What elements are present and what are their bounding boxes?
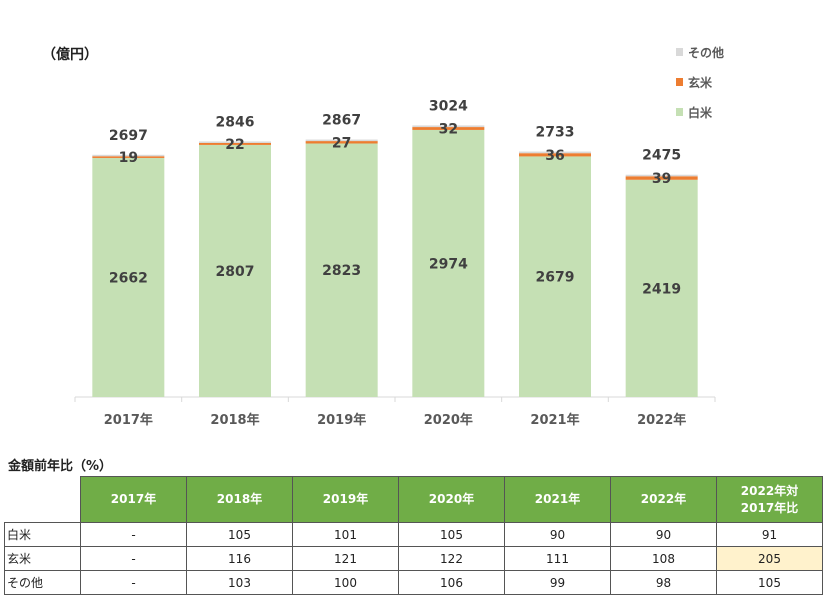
bar-segment-1 (412, 127, 485, 130)
table-cell: 90 (610, 522, 717, 547)
bar-segment-1 (92, 156, 165, 158)
data-label-total: 2846 (216, 114, 255, 130)
data-label-hakumai: 2807 (216, 264, 255, 280)
table-cell: 108 (610, 546, 717, 571)
x-tick-label: 2022年 (637, 412, 686, 428)
legend-label: 白米 (688, 105, 713, 120)
data-label-total: 2867 (322, 113, 361, 129)
bar-segment-2 (305, 139, 378, 142)
bar-segment-2 (625, 174, 698, 177)
data-label-hakumai: 2974 (429, 256, 468, 272)
bar-segment-2 (412, 125, 485, 128)
x-tick-label: 2018年 (210, 412, 259, 428)
table-cell: 99 (504, 570, 611, 595)
header-text: 2019年 (322, 492, 369, 506)
table-cell: 90 (504, 522, 611, 547)
data-label-total: 2475 (642, 148, 681, 164)
yoy-table: 2017年 2018年 2019年 2020年 2021年 2022年 2022年対 2017… (4, 476, 823, 595)
header-text: 2020年 (428, 492, 475, 506)
bar-segment-2 (92, 154, 165, 157)
bar-segment-0 (92, 157, 165, 397)
stacked-bar-chart: 2662 19 2697 2017年 2807 22 2846 2018年 2823 27 2867… (74, 45, 724, 428)
table-cell: 98 (610, 570, 717, 595)
table-cell: 116 (186, 546, 293, 571)
x-tick-label: 2017年 (104, 412, 153, 428)
bar-segment-0 (625, 179, 698, 397)
bar-segment-2 (199, 141, 271, 143)
bar-segment-1 (625, 176, 698, 180)
table-cell: - (80, 546, 187, 571)
table-row: 白米 -105 101 105 90 90 91 (4, 522, 823, 547)
table-cell: 105 (186, 522, 293, 547)
header-text: 2018年 (216, 492, 263, 506)
x-tick-label: 2019年 (317, 412, 366, 428)
table-cell: 111 (504, 546, 611, 571)
column-header: 2018年 (186, 476, 293, 523)
table-cell: 100 (292, 570, 399, 595)
table-cell: - (80, 522, 187, 547)
table-cell: 91 (716, 522, 823, 547)
x-tick-label: 2021年 (530, 412, 579, 428)
table-row: 玄米 -116 121 122 111 108 205 (4, 546, 823, 571)
data-label-total: 2733 (536, 125, 575, 141)
bar-segment-1 (305, 141, 378, 144)
legend-swatch (676, 108, 683, 116)
data-label-genmai: 32 (439, 121, 458, 137)
table-header-row: 2017年 2018年 2019年 2020年 2021年 2022年 2022年対 2017… (4, 476, 823, 523)
legend-swatch (676, 78, 683, 86)
table-cell: 106 (398, 570, 505, 595)
table-cell: 121 (292, 546, 399, 571)
bar-segment-0 (519, 156, 591, 397)
data-label-total: 2697 (109, 128, 148, 144)
column-header: 2017年 (80, 476, 187, 523)
x-tick-label: 2020年 (424, 412, 473, 428)
bar-segment-0 (412, 129, 485, 397)
data-label-total: 3024 (429, 98, 468, 114)
table-cell: 205 (716, 546, 823, 571)
data-label-hakumai: 2662 (109, 270, 148, 286)
column-header: 2022年 (610, 476, 717, 523)
table-cell: 105 (716, 570, 823, 595)
header-text: 2022年対 (740, 483, 799, 498)
bar-segment-1 (199, 142, 271, 145)
bar-segment-1 (519, 153, 591, 157)
legend-label: その他 (688, 45, 724, 60)
header-text: 2017年比 (740, 500, 799, 515)
data-label-genmai: 27 (332, 135, 351, 151)
data-label-hakumai: 2823 (322, 263, 361, 279)
corner-cell (4, 476, 81, 523)
table-title: 金額前年比（%） (8, 459, 113, 474)
legend-label: 玄米 (688, 75, 713, 90)
column-header: 2019年 (292, 476, 399, 523)
bar-segment-2 (519, 151, 591, 154)
table-cell: 105 (398, 522, 505, 547)
data-label-genmai: 19 (119, 150, 138, 166)
header-text: 2021年 (534, 492, 581, 506)
data-label-hakumai: 2419 (642, 281, 681, 297)
row-label: 白米 (4, 522, 81, 547)
column-header: 2022年対 2017年比 (716, 476, 823, 523)
column-header: 2020年 (398, 476, 505, 523)
header-text: 2017年 (110, 492, 157, 506)
table-cell: 103 (186, 570, 293, 595)
table-cell: 122 (398, 546, 505, 571)
unit-label: （億円） (42, 47, 98, 63)
header-text: 2022年 (640, 492, 687, 506)
data-label-genmai: 36 (545, 148, 564, 164)
bar-segment-0 (199, 144, 271, 397)
bar-segment-0 (305, 143, 378, 397)
column-header: 2021年 (504, 476, 611, 523)
data-label-hakumai: 2679 (536, 270, 575, 286)
data-label-genmai: 39 (652, 171, 671, 187)
legend-swatch (676, 48, 683, 56)
table-row: その他 -103 100 106 99 98 105 (4, 570, 823, 595)
row-label: その他 (4, 570, 81, 595)
data-label-genmai: 22 (225, 137, 244, 153)
row-label: 玄米 (4, 546, 81, 571)
table-cell: 101 (292, 522, 399, 547)
table-cell: - (80, 570, 187, 595)
